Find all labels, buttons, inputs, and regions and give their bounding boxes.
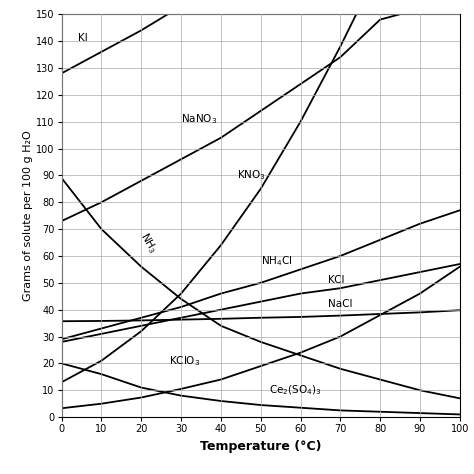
- Text: KCl: KCl: [328, 275, 345, 285]
- X-axis label: Temperature (°C): Temperature (°C): [200, 439, 321, 453]
- Text: NH$_4$Cl: NH$_4$Cl: [261, 255, 292, 268]
- Text: NH$_3$: NH$_3$: [137, 230, 160, 255]
- Text: NaNO$_3$: NaNO$_3$: [181, 112, 217, 126]
- Text: Ce$_2$(SO$_4$)$_3$: Ce$_2$(SO$_4$)$_3$: [269, 383, 321, 397]
- Text: KI: KI: [78, 33, 87, 44]
- Text: KNO$_3$: KNO$_3$: [237, 168, 266, 182]
- Text: KClO$_3$: KClO$_3$: [169, 354, 201, 368]
- Text: NaCl: NaCl: [328, 299, 353, 310]
- Y-axis label: Grams of solute per 100 g H₂O: Grams of solute per 100 g H₂O: [23, 130, 33, 301]
